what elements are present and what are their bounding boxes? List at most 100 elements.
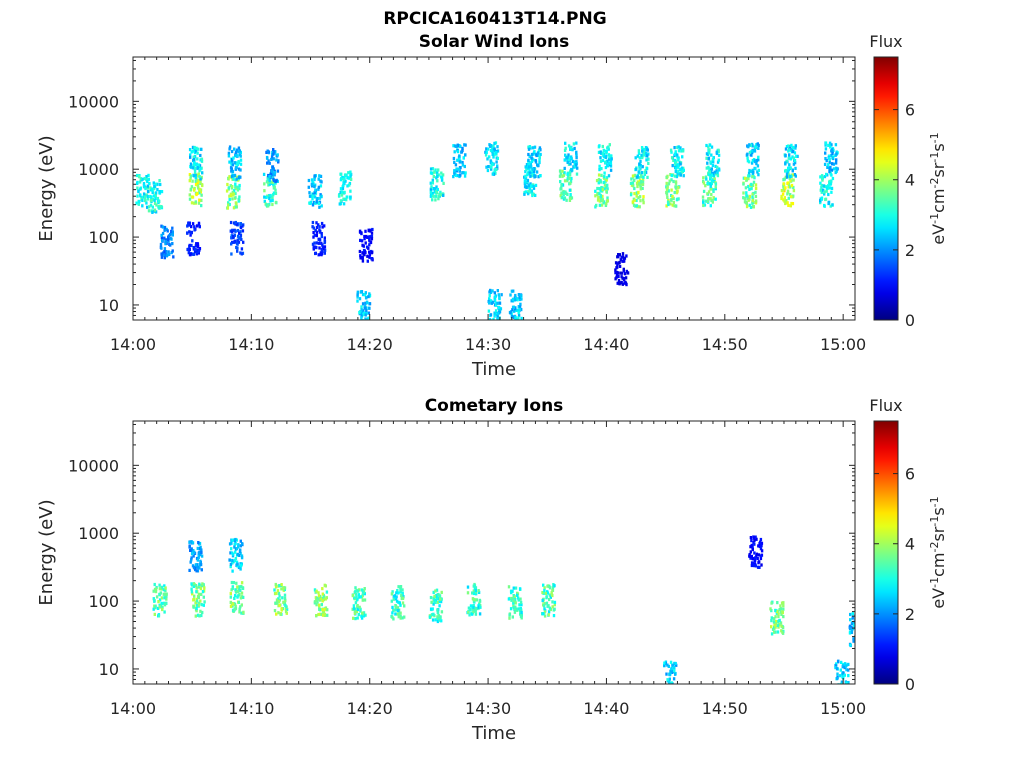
flux-pixel — [508, 613, 511, 617]
flux-pixel — [518, 295, 521, 300]
flux-pixel — [164, 250, 168, 254]
data-blob — [188, 540, 204, 573]
flux-pixel — [196, 569, 200, 573]
flux-pixel — [437, 195, 440, 199]
flux-pixel — [530, 156, 533, 160]
flux-pixel — [492, 152, 496, 156]
flux-pixel — [358, 595, 361, 599]
flux-pixel — [668, 687, 670, 690]
colorbar-tick-label: 6 — [905, 101, 915, 120]
flux-pixel — [191, 149, 195, 153]
flux-pixel — [783, 189, 786, 193]
flux-pixel — [710, 145, 714, 149]
flux-pixel — [364, 313, 367, 317]
flux-pixel — [227, 151, 231, 155]
flux-pixel — [189, 174, 193, 178]
data-blob — [135, 173, 150, 209]
flux-pixel — [782, 607, 785, 611]
flux-pixel — [836, 676, 839, 681]
flux-pixel — [709, 204, 712, 208]
flux-pixel — [495, 312, 498, 316]
flux-pixel — [192, 247, 196, 251]
flux-pixel — [275, 591, 278, 595]
flux-pixel — [824, 197, 828, 201]
flux-pixel — [156, 182, 159, 186]
flux-pixel — [438, 594, 442, 598]
flux-pixel — [517, 607, 521, 611]
flux-pixel — [342, 197, 345, 201]
flux-pixel — [239, 605, 242, 609]
flux-pixel — [326, 608, 329, 612]
flux-pixel — [668, 677, 671, 681]
flux-pixel — [604, 160, 607, 164]
flux-pixel — [231, 558, 234, 563]
flux-pixel — [570, 196, 574, 200]
flux-pixel — [530, 189, 534, 193]
flux-pixel — [617, 279, 621, 283]
flux-pixel — [323, 241, 326, 245]
y-tick-label: 10 — [99, 296, 119, 315]
flux-pixel — [433, 594, 436, 598]
flux-pixel — [770, 619, 773, 623]
flux-pixel — [311, 203, 315, 207]
flux-pixel — [634, 204, 637, 208]
flux-pixel — [193, 188, 196, 192]
flux-pixel — [497, 312, 500, 316]
flux-pixel — [794, 144, 797, 148]
flux-pixel — [789, 174, 792, 178]
flux-pixel — [234, 557, 238, 561]
flux-pixel — [141, 198, 144, 202]
flux-pixel — [190, 547, 193, 551]
flux-pixel — [193, 158, 196, 162]
flux-pixel — [819, 175, 822, 179]
flux-pixel — [273, 592, 277, 596]
flux-pixel — [190, 540, 193, 544]
flux-pixel — [311, 242, 315, 246]
flux-pixel — [710, 173, 714, 177]
flux-pixel — [232, 609, 235, 613]
flux-pixel — [277, 597, 280, 601]
flux-pixel — [273, 171, 277, 175]
flux-pixel — [150, 187, 154, 191]
flux-pixel — [598, 199, 601, 203]
flux-pixel — [568, 176, 571, 180]
flux-pixel — [240, 554, 244, 558]
flux-pixel — [392, 608, 395, 612]
y-tick-label: 1000 — [78, 160, 119, 179]
flux-pixel — [270, 157, 273, 161]
flux-pixel — [229, 604, 233, 608]
flux-pixel — [489, 288, 492, 292]
x-axis-label: Time — [471, 723, 516, 744]
flux-pixel — [494, 141, 498, 145]
flux-pixel — [236, 229, 240, 233]
flux-pixel — [842, 691, 844, 694]
flux-pixel — [189, 253, 192, 257]
flux-pixel — [160, 587, 163, 591]
flux-pixel — [366, 259, 369, 263]
flux-pixel — [671, 663, 674, 667]
flux-pixel — [397, 609, 400, 613]
flux-pixel — [195, 146, 198, 150]
flux-pixel — [620, 271, 624, 275]
flux-pixel — [236, 585, 239, 589]
flux-pixel — [792, 178, 795, 182]
flux-pixel — [641, 147, 644, 151]
flux-pixel — [285, 611, 288, 615]
flux-pixel — [189, 162, 193, 166]
flux-pixel — [154, 210, 158, 214]
flux-pixel — [452, 175, 455, 179]
flux-pixel — [170, 231, 173, 235]
flux-pixel — [861, 640, 863, 643]
flux-pixel — [495, 151, 498, 155]
flux-pixel — [516, 596, 520, 600]
flux-pixel — [356, 299, 359, 303]
flux-pixel — [676, 172, 679, 176]
flux-pixel — [190, 556, 193, 560]
flux-pixel — [755, 162, 758, 166]
flux-pixel — [743, 176, 747, 180]
flux-pixel — [600, 167, 603, 171]
flux-pixel — [171, 249, 174, 253]
flux-pixel — [191, 166, 195, 170]
flux-pixel — [322, 595, 326, 599]
